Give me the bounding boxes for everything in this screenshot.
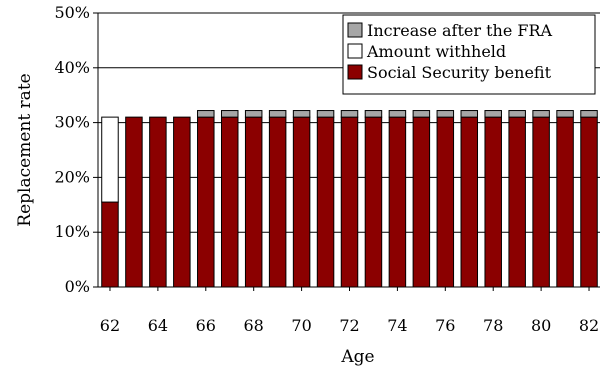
bar-segment-social-security-benefit [292, 116, 311, 288]
bar-segment-social-security-benefit [460, 116, 479, 288]
bar-segment-social-security-benefit [220, 116, 239, 288]
bar-segment-increase-after-the-fra [197, 110, 215, 118]
legend-label: Social Security benefit [367, 63, 552, 82]
bar-segment-social-security-benefit [244, 116, 263, 288]
bar-segment-increase-after-the-fra [484, 110, 502, 118]
bar-segment-increase-after-the-fra [364, 110, 383, 118]
bar-segment-social-security-benefit [412, 116, 431, 288]
legend-label: Amount withheld [366, 42, 506, 61]
bar-segment-increase-after-the-fra [460, 110, 479, 118]
bar-segment-increase-after-the-fra [412, 110, 431, 118]
x-tick-label: 82 [579, 316, 599, 335]
bar-segment-social-security-benefit [484, 116, 502, 288]
legend-swatch [347, 43, 363, 59]
bar-segment-social-security-benefit [340, 116, 359, 288]
x-tick-label: 64 [148, 316, 168, 335]
bar-segment-social-security-benefit [580, 116, 598, 288]
bar-segment-social-security-benefit [316, 116, 335, 288]
bar-segment-increase-after-the-fra [580, 110, 598, 118]
x-tick-label: 78 [483, 316, 503, 335]
bar-segment-social-security-benefit [508, 116, 526, 288]
bar-segment-increase-after-the-fra [244, 110, 263, 118]
x-tick-label: 72 [339, 316, 359, 335]
y-tick-label: 10% [54, 222, 90, 241]
x-tick-label: 76 [435, 316, 455, 335]
bar-segment-increase-after-the-fra [292, 110, 311, 118]
y-axis-title: Replacement rate [15, 73, 35, 226]
bar-segment-increase-after-the-fra [556, 110, 574, 118]
bar-segment-amount-withheld [101, 116, 119, 203]
bar-segment-increase-after-the-fra [436, 110, 455, 118]
bar-segment-social-security-benefit [364, 116, 383, 288]
legend-box [342, 14, 596, 95]
bar-segment-social-security-benefit [532, 116, 550, 288]
bar-segment-social-security-benefit [197, 116, 215, 288]
x-tick-label: 74 [387, 316, 407, 335]
x-tick-label: 66 [196, 316, 216, 335]
bar-segment-increase-after-the-fra [268, 110, 287, 118]
y-tick-label: 0% [65, 277, 90, 296]
x-tick-label: 80 [531, 316, 551, 335]
bar-segment-increase-after-the-fra [340, 110, 359, 118]
bar-segment-social-security-benefit [388, 116, 407, 288]
legend-label: Increase after the FRA [367, 21, 553, 40]
x-axis-title: Age [340, 347, 374, 367]
y-tick-labels: 0% 10% 20% 30% 40% 50% [54, 3, 90, 296]
legend-swatch [347, 64, 363, 80]
y-tick-label: 50% [54, 3, 90, 22]
x-tick-label: 62 [100, 316, 120, 335]
bar-segment-increase-after-the-fra [316, 110, 335, 118]
y-tick-label: 40% [54, 58, 90, 77]
bar-segment-increase-after-the-fra [388, 110, 407, 118]
x-tick-labels: 62 64 66 68 70 72 74 76 78 80 82 [100, 287, 599, 335]
bar-segment-social-security-benefit [173, 116, 191, 288]
bar-segment-increase-after-the-fra [532, 110, 550, 118]
bars [101, 110, 598, 288]
bar-segment-increase-after-the-fra [220, 110, 239, 118]
x-tick-label: 68 [244, 316, 264, 335]
bar-segment-social-security-benefit [556, 116, 574, 288]
bar-segment-social-security-benefit [268, 116, 287, 288]
bar-segment-social-security-benefit [436, 116, 455, 288]
y-tick-label: 20% [54, 167, 90, 186]
y-tick-label: 30% [54, 113, 90, 132]
bar-segment-social-security-benefit [101, 201, 119, 288]
bar-segment-social-security-benefit [125, 116, 143, 288]
legend-swatch [347, 22, 363, 38]
bar-segment-social-security-benefit [149, 116, 167, 288]
x-tick-label: 70 [291, 316, 311, 335]
bar-segment-increase-after-the-fra [508, 110, 526, 118]
legend: Increase after the FRA Amount withheld Soc… [342, 14, 596, 95]
